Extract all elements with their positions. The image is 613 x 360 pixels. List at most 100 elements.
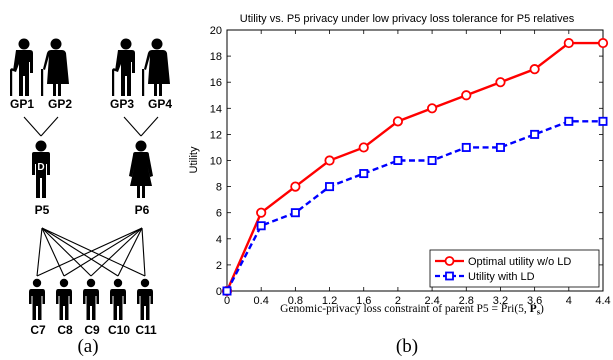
child-c8-figure: [56, 278, 72, 320]
point-optimal: [529, 64, 540, 75]
y-tick-label: 12: [210, 129, 222, 141]
connector-p6-c8: [63, 227, 143, 277]
p5-disease-badge: D: [37, 162, 44, 173]
x-tick-label: 0.8: [288, 295, 303, 307]
point-with-ld: [598, 116, 608, 126]
x-tick-label: 2.8: [459, 295, 474, 307]
y-tick-label: 10: [210, 156, 222, 168]
legend-box: [429, 249, 600, 288]
legend-marker-optimal: [444, 256, 455, 266]
parent-p6-figure: [129, 140, 153, 198]
chart-title: Utility vs. P5 privacy under low privacy…: [240, 13, 575, 25]
point-optimal: [324, 155, 335, 166]
series-layer: [221, 37, 609, 297]
y-tick-labels: 0 2 4 6 8 10 12 14 16 18 20: [210, 25, 222, 298]
x-axis-label-math: Pri(5,: [501, 303, 530, 315]
point-with-ld: [495, 142, 505, 152]
child-c9-figure: [83, 278, 99, 320]
plot-area: [226, 29, 604, 292]
connector-p5-c7: [36, 227, 43, 277]
x-tick-label: 2: [395, 295, 401, 307]
gp2-label: GP2: [48, 97, 72, 111]
point-optimal: [495, 77, 506, 88]
connector-p6-c7: [36, 227, 143, 277]
y-axis-label: Utility: [188, 146, 200, 173]
pedigree-diagram: GP1 GP2 GP3 GP4 D P5 P6 C7 C8 C9 C10 C11 (a): [10, 38, 172, 357]
y-tick-label: 8: [216, 182, 222, 194]
parent-child-connectors: [36, 227, 146, 277]
y-tick-label: 16: [210, 77, 222, 89]
y-tick-label: 6: [216, 208, 222, 220]
x-tick-label: 1.2: [322, 295, 337, 307]
series-line-optimal: [225, 41, 603, 292]
legend-label-ld: Utility with LD: [468, 271, 535, 283]
gp3-label: GP3: [110, 97, 134, 111]
grandparent-connectors: [23, 116, 159, 137]
child-c8-label: C8: [57, 323, 73, 337]
panel-b-label: (b): [396, 336, 418, 357]
grandparent-gp2-figure: [41, 38, 69, 96]
x-axis-label-math-sub: s: [537, 307, 541, 317]
x-tick-label: 2.4: [424, 295, 439, 307]
x-tick-label: 3.6: [527, 295, 542, 307]
x-axis-label-math-end: ): [540, 303, 544, 315]
child-c10-figure: [110, 278, 126, 320]
point-with-ld: [461, 142, 471, 152]
y-tick-label: 20: [210, 25, 222, 37]
point-optimal: [358, 142, 369, 153]
utility-chart: Utility vs. P5 privacy under low privacy…: [188, 13, 611, 357]
x-tick-label: 0: [224, 295, 230, 307]
legend-label-optimal: Optimal utility w/o LD: [468, 256, 571, 268]
point-with-ld: [256, 221, 266, 231]
connector-p6-c9: [90, 227, 143, 277]
x-tick-label: 4.4: [595, 295, 610, 307]
x-axis-label: Genomic-privacy loss constraint of paren…: [280, 303, 544, 317]
point-with-ld: [393, 155, 403, 165]
child-c7-figure: [29, 278, 45, 320]
y-tick-label: 0: [216, 286, 222, 298]
child-c10-label: C10: [108, 323, 130, 337]
y-tick-label: 18: [210, 51, 222, 63]
grandparent-gp3-figure: [112, 38, 135, 96]
point-with-ld: [427, 155, 437, 165]
x-axis-label-text: Genomic-privacy loss constraint of paren…: [280, 303, 501, 315]
x-tick-labels: 0 0.4 0.8 1.2 1.6 2 2.4 2.8 3.2 3.6 4 4.4: [224, 295, 611, 307]
gp1-label: GP1: [10, 97, 34, 111]
point-with-ld: [530, 129, 540, 139]
child-c7-label: C7: [30, 323, 46, 337]
grandparent-gp1-figure: [10, 38, 33, 96]
legend-marker-ld: [445, 271, 454, 281]
grandparent-gp4-figure: [142, 38, 170, 96]
x-tick-label: 4: [566, 295, 572, 307]
point-with-ld: [325, 182, 335, 192]
x-tick-label: 0.4: [254, 295, 269, 307]
p6-label: P6: [135, 203, 150, 217]
point-optimal: [426, 103, 438, 114]
connector-p6-c10: [117, 227, 143, 277]
child-c9-label: C9: [84, 323, 100, 337]
child-c11-figure: [137, 278, 153, 320]
point-optimal: [290, 181, 301, 192]
series-line-with-ld: [225, 120, 603, 292]
point-with-ld: [359, 169, 369, 179]
connector-p6-c11: [141, 227, 146, 277]
point-with-ld: [290, 208, 300, 218]
p5-label: P5: [35, 203, 50, 217]
x-axis-label-math-bold: P: [530, 303, 537, 315]
point-optimal: [256, 207, 267, 218]
y-tick-label: 4: [216, 234, 222, 246]
point-optimal: [597, 37, 609, 49]
connector-p5-c8: [41, 227, 65, 277]
chart-legend: Optimal utility w/o LD Utility with LD: [429, 249, 600, 288]
x-tick-label: 1.6: [356, 295, 371, 307]
connector-p5-c11: [41, 227, 146, 277]
child-c11-label: C11: [135, 323, 157, 337]
panel-a-label: (a): [77, 336, 98, 357]
connector-p5-c10: [41, 227, 119, 277]
y-tick-label: 14: [210, 103, 222, 115]
connector-p5-c9: [41, 227, 92, 277]
point-optimal: [563, 37, 574, 49]
point-optimal: [392, 116, 404, 127]
y-tick-label: 2: [216, 260, 222, 272]
